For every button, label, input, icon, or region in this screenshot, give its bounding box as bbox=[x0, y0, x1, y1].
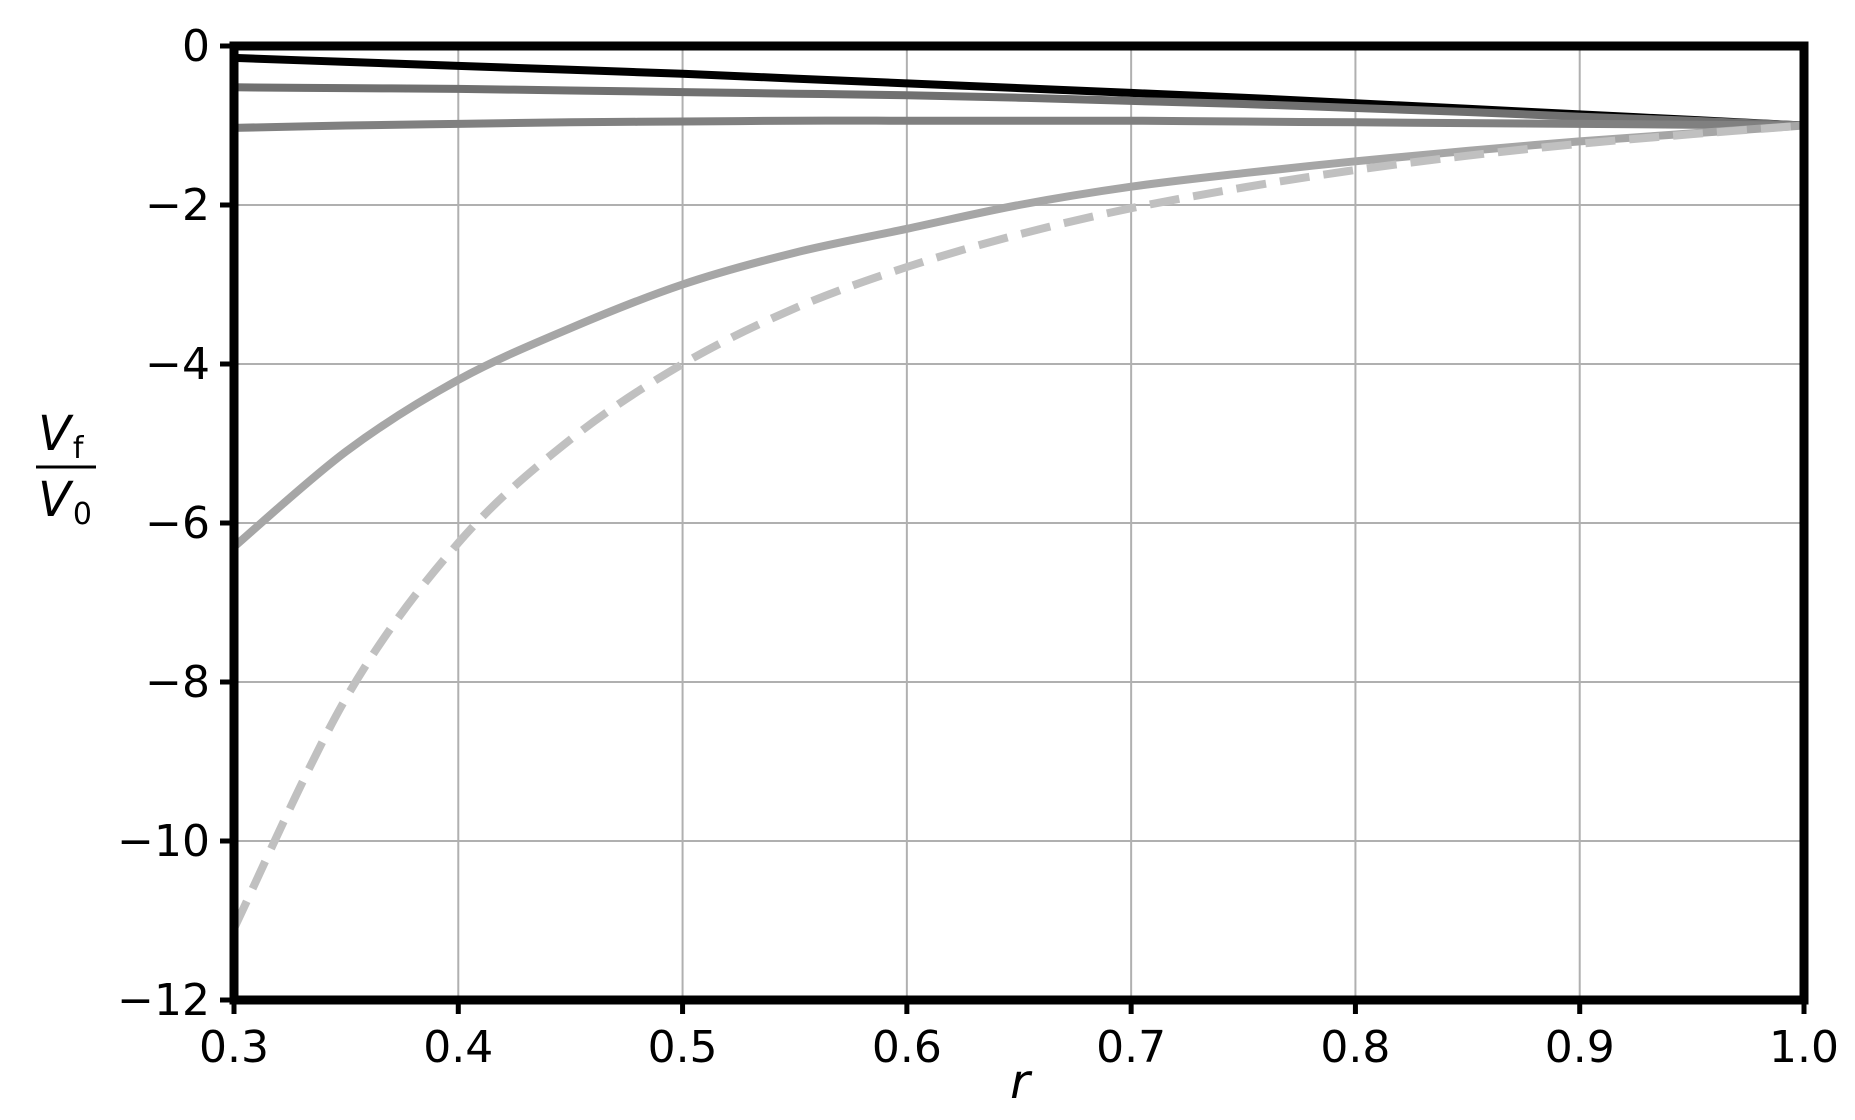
y-tick-label: 0 bbox=[182, 21, 210, 72]
y-tick-label: −6 bbox=[145, 498, 210, 549]
x-tick-label: 0.5 bbox=[648, 1022, 718, 1073]
series-line-4 bbox=[231, 121, 1805, 550]
y-tick-label: −2 bbox=[145, 180, 210, 231]
series-line-5 bbox=[230, 121, 1805, 931]
x-tick-label: 0.6 bbox=[872, 1022, 942, 1073]
x-tick-label: 0.7 bbox=[1096, 1022, 1166, 1073]
y-tick-label: −12 bbox=[117, 975, 210, 1026]
x-tick-label: 0.4 bbox=[423, 1022, 493, 1073]
series-group bbox=[230, 53, 1805, 931]
series-line-3 bbox=[233, 116, 1805, 132]
y-tick-label: −8 bbox=[145, 657, 210, 708]
x-tick-label: 0.3 bbox=[199, 1022, 269, 1073]
x-tick-label: 0.9 bbox=[1545, 1022, 1615, 1073]
y-tick-label: −4 bbox=[145, 339, 210, 390]
x-tick-label: 0.8 bbox=[1320, 1022, 1390, 1073]
ticks: 0.3 0.4 0.5 0.6 0.7 0.8 0.9 1.0 0 −2 −4 −6 −8 −10 −12 bbox=[117, 21, 1839, 1073]
series-line-2 bbox=[233, 83, 1805, 130]
x-axis-label: r bbox=[1010, 1054, 1033, 1110]
grid bbox=[233, 45, 1805, 1001]
x-tick-label: 1.0 bbox=[1769, 1022, 1839, 1073]
y-axis-label: Vf V0 bbox=[36, 406, 96, 532]
y-tick-label: −10 bbox=[117, 816, 210, 867]
y-label-numerator: Vf bbox=[38, 406, 85, 466]
y-label-denominator: V0 bbox=[38, 472, 92, 532]
